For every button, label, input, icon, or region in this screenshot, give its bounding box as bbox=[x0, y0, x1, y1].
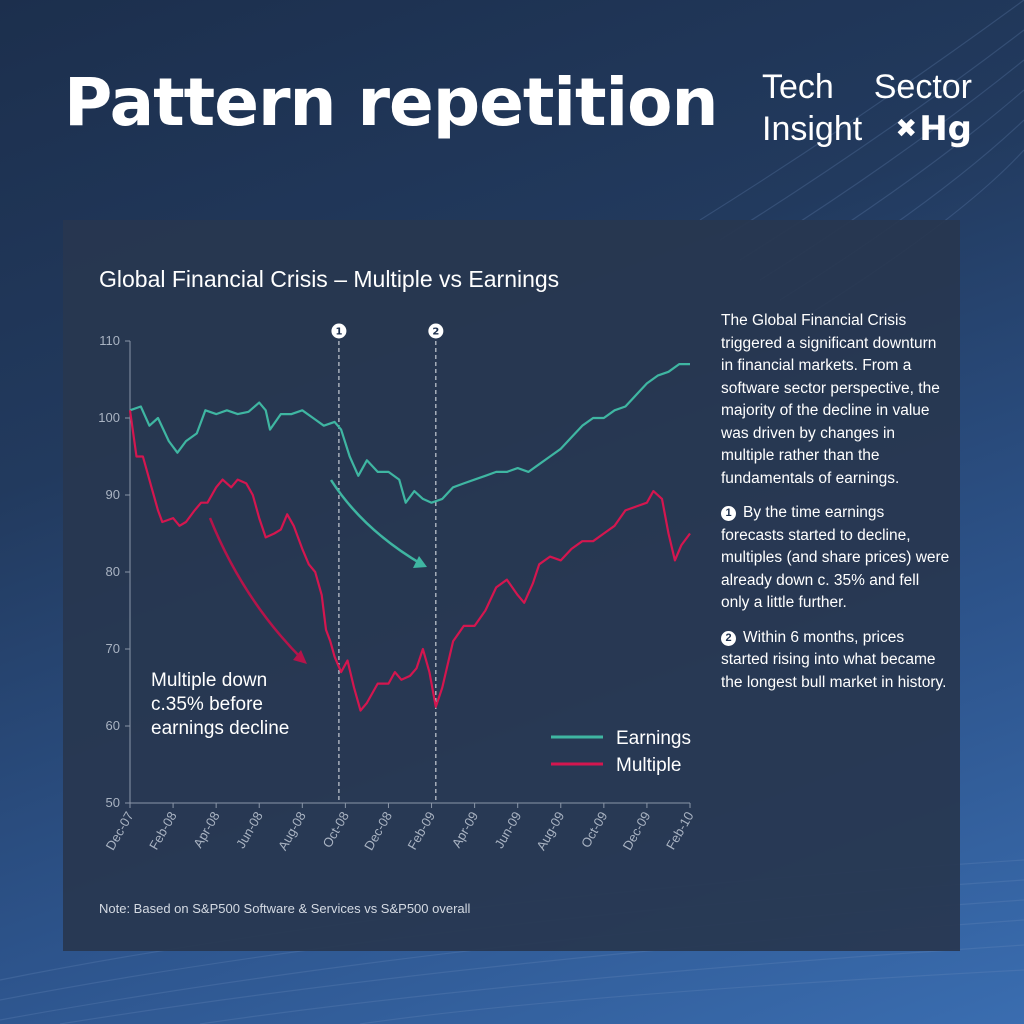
x-tick-label: Aug-08 bbox=[275, 809, 309, 853]
side-intro: The Global Financial Crisis triggered a … bbox=[721, 312, 940, 487]
annotation-line-1: Multiple down bbox=[151, 670, 267, 691]
brand-word-insight: Insight bbox=[762, 109, 863, 148]
page-title: Pattern repetition bbox=[64, 64, 719, 141]
x-tick-label: Feb-10 bbox=[663, 809, 697, 852]
x-tick-label: Jun-08 bbox=[233, 809, 266, 851]
x-tick-label: Apr-08 bbox=[190, 809, 223, 850]
x-tick-label: Feb-09 bbox=[405, 809, 439, 852]
side-point-1: 1 By the time earnings forecasts started … bbox=[721, 502, 951, 615]
x-tick-label: Dec-09 bbox=[620, 809, 654, 853]
x-tick-label: Oct-09 bbox=[578, 809, 610, 850]
x-tick-label: Jun-09 bbox=[491, 809, 524, 851]
event-marker-circle bbox=[331, 323, 347, 339]
brand-word-tech: Tech bbox=[762, 67, 834, 106]
y-tick-label: 70 bbox=[106, 641, 120, 656]
x-tick-label: Oct-08 bbox=[319, 809, 351, 850]
x-tick-label: Dec-08 bbox=[361, 809, 395, 853]
chart-title: Global Financial Crisis – Multiple vs Ea… bbox=[99, 266, 560, 292]
number-badge-2: 2 bbox=[721, 630, 736, 646]
x-tick-label: Dec-07 bbox=[103, 809, 137, 853]
x-tick-label: Aug-09 bbox=[533, 809, 567, 853]
y-tick-label: 80 bbox=[106, 564, 120, 579]
multiple-decline-arrowhead bbox=[293, 650, 307, 664]
side-commentary: The Global Financial Crisis triggered a … bbox=[721, 310, 951, 706]
series-line-earnings bbox=[129, 363, 690, 504]
y-tick-label: 50 bbox=[106, 795, 120, 810]
side-point-2-text: Within 6 months, prices started rising i… bbox=[721, 628, 947, 691]
brand-block: Tech Sector Insight ✖ Hg bbox=[762, 66, 972, 150]
brand-logo-text: Hg bbox=[919, 109, 972, 149]
x-tick-label: Apr-09 bbox=[449, 809, 482, 850]
x-tick-label: Feb-08 bbox=[146, 809, 180, 852]
hg-logo: ✖ Hg bbox=[895, 109, 972, 149]
earnings-decline-arrowhead bbox=[413, 556, 427, 568]
line-chart: 50 60 70 80 90 100 110 Dec-07 Feb-08 Apr-08 Jun-08… bbox=[98, 323, 697, 853]
chart-legend: Earnings Multiple bbox=[551, 728, 691, 776]
annotation-line-3: earnings decline bbox=[151, 718, 289, 739]
footnote: Note: Based on S&P500 Software & Service… bbox=[99, 901, 471, 916]
annotation-line-2: c.35% before bbox=[151, 694, 263, 715]
side-point-2: 2 Within 6 months, prices started rising … bbox=[721, 627, 951, 695]
event-marker-circle bbox=[428, 323, 444, 339]
x-mark-icon: ✖ bbox=[895, 114, 918, 144]
y-tick-label: 90 bbox=[106, 487, 120, 502]
y-tick-label: 60 bbox=[106, 718, 120, 733]
event-marker-number: 1 bbox=[335, 327, 342, 338]
legend-label-earnings: Earnings bbox=[616, 728, 691, 749]
multiple-decline-arrow bbox=[208, 517, 304, 661]
brand-word-sector: Sector bbox=[873, 67, 972, 106]
annotation: Multiple down c.35% before earnings decl… bbox=[151, 670, 289, 739]
legend-label-multiple: Multiple bbox=[616, 755, 681, 776]
side-point-1-text: By the time earnings forecasts started t… bbox=[721, 504, 950, 611]
event-marker-number: 2 bbox=[432, 327, 439, 338]
earnings-decline-arrow bbox=[329, 479, 424, 567]
number-badge-1: 1 bbox=[721, 506, 736, 521]
series-line-multiple bbox=[128, 410, 691, 712]
chart-panel: Global Financial Crisis – Multiple vs Ea… bbox=[63, 220, 960, 951]
y-tick-label: 110 bbox=[99, 333, 120, 348]
y-tick-label: 100 bbox=[98, 410, 120, 425]
